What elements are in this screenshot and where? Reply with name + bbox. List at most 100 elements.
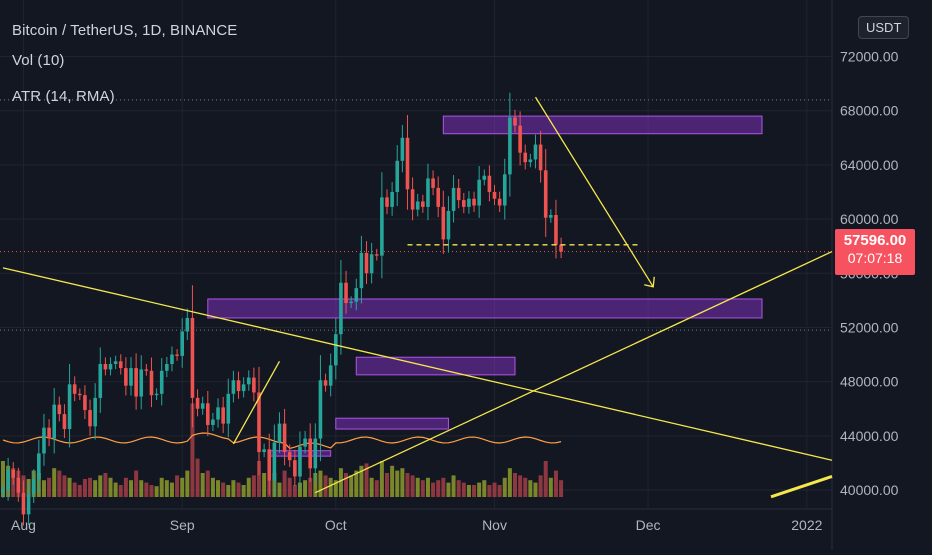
- candle-body: [328, 365, 333, 386]
- last-price-tag: 57596.00 07:07:18: [835, 229, 915, 275]
- candle-body: [62, 414, 67, 430]
- candle-body: [277, 423, 282, 443]
- candle-body: [559, 244, 563, 252]
- candle-body: [508, 117, 512, 175]
- candle-body: [421, 201, 425, 207]
- trendline: [232, 360, 281, 445]
- volume-bar: [251, 475, 256, 497]
- candle-body: [211, 419, 215, 425]
- volume-bar: [210, 477, 215, 497]
- volume-bar: [72, 482, 77, 497]
- candle-body: [369, 254, 374, 274]
- time-axis-tick: Dec: [636, 517, 661, 533]
- volume-bar: [405, 473, 410, 497]
- volume-bar: [354, 470, 359, 497]
- volume-bar: [390, 465, 395, 497]
- volume-bar: [379, 461, 384, 497]
- candle-body: [262, 449, 266, 453]
- candle-body: [323, 380, 328, 386]
- candle-body: [180, 331, 184, 356]
- volume-bar: [139, 480, 144, 497]
- candle-body: [456, 187, 461, 201]
- volume-bar: [436, 480, 441, 497]
- price-axis-tick: 72000.00: [840, 49, 899, 65]
- atr-indicator-label[interactable]: ATR (14, RMA): [12, 88, 115, 105]
- volume-bar: [323, 475, 328, 497]
- trend-arrow: [534, 96, 654, 288]
- last-price-value: 57596.00: [843, 232, 907, 249]
- candle-body: [98, 364, 103, 398]
- candle-body: [37, 453, 41, 480]
- candle-body: [543, 170, 548, 218]
- candle-body: [124, 368, 128, 386]
- candle-body: [298, 446, 302, 477]
- price-axis-tick: 40000.00: [840, 482, 899, 498]
- candle-body: [538, 144, 543, 171]
- candle-body: [405, 137, 410, 190]
- candle-body: [231, 380, 236, 394]
- time-axis-tick: 2022: [791, 517, 822, 533]
- candle-body: [533, 144, 538, 160]
- volume-bar: [62, 475, 67, 497]
- volume-bar: [129, 480, 133, 497]
- candle-body: [159, 370, 164, 394]
- volume-bar: [395, 470, 400, 497]
- volume-bar: [466, 485, 471, 497]
- volume-bar: [221, 482, 226, 497]
- volume-bar: [205, 470, 210, 497]
- candle-body: [318, 380, 323, 439]
- time-axis-tick: Nov: [482, 517, 507, 533]
- volume-bar: [180, 477, 185, 497]
- volume-bar: [431, 482, 436, 497]
- candle-body: [513, 117, 517, 126]
- candle-body: [21, 492, 26, 515]
- candle-body: [446, 210, 451, 240]
- candle-body: [165, 364, 169, 371]
- price-axis-tick: 44000.00: [840, 428, 899, 444]
- volume-bar: [497, 485, 502, 497]
- currency-selector-button[interactable]: USDT: [858, 16, 910, 39]
- candle-body: [175, 354, 179, 356]
- volume-bar: [502, 477, 507, 497]
- candle-body: [334, 334, 338, 366]
- candle-body: [246, 377, 251, 385]
- candle-body: [149, 370, 154, 396]
- candle-body: [467, 198, 471, 207]
- volume-bar: [313, 473, 318, 497]
- volume-bar: [292, 485, 297, 497]
- candle-body: [236, 380, 241, 392]
- candle-body: [42, 427, 46, 454]
- candle-body: [185, 317, 190, 332]
- candle-body: [487, 175, 492, 192]
- candle-body: [154, 393, 159, 396]
- candle-body: [385, 197, 389, 207]
- volume-bar: [149, 485, 154, 497]
- trendline: [2, 267, 833, 461]
- volume-bar: [359, 465, 364, 497]
- price-axis-tick: 60000.00: [840, 211, 899, 227]
- volume-bar: [477, 482, 482, 497]
- volume-bar: [369, 477, 374, 497]
- volume-bar: [538, 475, 543, 497]
- volume-bar: [287, 477, 292, 497]
- volume-bar: [364, 463, 369, 497]
- volume-bar: [98, 475, 103, 497]
- candle-body: [31, 479, 36, 495]
- volume-bar: [108, 477, 113, 497]
- candle-body: [170, 354, 174, 365]
- time-axis-tick: Sep: [170, 517, 195, 533]
- volume-bar: [410, 475, 415, 497]
- candle-body: [410, 189, 415, 210]
- price-zone: [335, 417, 449, 430]
- volume-bar: [338, 468, 343, 497]
- volume-bar: [154, 486, 159, 497]
- volume-bar: [507, 468, 512, 497]
- candle-body: [257, 392, 261, 453]
- candle-body: [472, 198, 476, 206]
- volume-indicator-label[interactable]: Vol (10): [12, 52, 65, 69]
- candle-body: [497, 198, 502, 206]
- volume-bar: [559, 480, 564, 497]
- candle-body: [216, 407, 220, 420]
